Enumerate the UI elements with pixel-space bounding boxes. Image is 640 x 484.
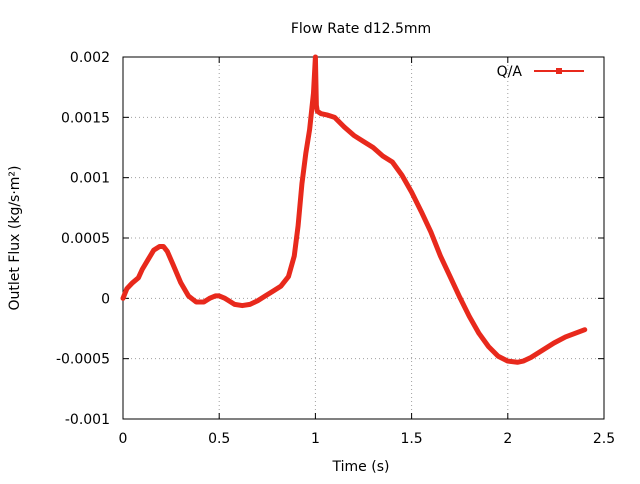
data-point — [178, 280, 183, 285]
data-point — [207, 296, 212, 301]
data-point — [371, 145, 376, 150]
data-point — [390, 159, 395, 164]
y-tick-label: -0.0005 — [56, 352, 110, 368]
data-point — [496, 354, 501, 359]
data-point — [194, 299, 199, 304]
data-point — [217, 293, 222, 298]
data-point — [286, 274, 291, 279]
data-point — [292, 254, 297, 259]
data-point — [540, 348, 545, 353]
x-tick-label: 1.5 — [400, 431, 422, 447]
data-point — [271, 289, 276, 294]
y-tick-label: 0.002 — [70, 50, 110, 66]
data-point — [319, 111, 324, 116]
data-point — [399, 173, 404, 178]
data-point — [351, 133, 356, 138]
legend-label-qa: Q/A — [497, 64, 523, 80]
data-point — [124, 286, 129, 291]
data-point — [457, 295, 462, 300]
chart-title: Flow Rate d12.5mm — [291, 21, 431, 37]
data-point — [551, 340, 556, 345]
data-point — [313, 55, 318, 59]
data-point — [476, 331, 481, 336]
x-tick-label: 2 — [503, 431, 512, 447]
data-point — [332, 115, 337, 120]
data-point — [130, 280, 135, 285]
legend: Q/A — [497, 64, 584, 80]
data-point — [380, 153, 385, 158]
y-axis-label: Outlet Flux (kg/s·m²) — [7, 165, 23, 310]
grid-layer — [123, 57, 604, 419]
data-point — [157, 244, 162, 249]
data-point — [311, 91, 316, 96]
data-point — [573, 331, 578, 336]
data-point — [226, 298, 231, 303]
data-point — [448, 274, 453, 279]
data-point — [303, 151, 308, 156]
data-point — [165, 249, 170, 254]
data-point — [505, 359, 510, 364]
data-point — [213, 293, 218, 298]
y-tick-label: 0 — [101, 291, 110, 307]
data-point — [222, 296, 227, 301]
data-point — [486, 344, 491, 349]
y-tick-label: -0.001 — [65, 412, 110, 428]
data-point — [342, 124, 347, 129]
data-point — [409, 190, 414, 195]
data-point — [428, 229, 433, 234]
data-point — [255, 298, 260, 303]
data-point — [361, 139, 366, 144]
data-point — [136, 275, 141, 280]
y-tick-label: 0.001 — [70, 171, 110, 187]
data-point — [146, 257, 151, 262]
tick-layer: 0 0.5 1 1.5 2 2.5 0.002 0.0015 0.001 0.0005 0 -0.00… — [56, 50, 615, 447]
y-tick-label: 0.0005 — [61, 231, 110, 247]
data-point — [299, 181, 304, 186]
data-point — [307, 127, 312, 132]
data-point — [515, 360, 520, 365]
data-point — [121, 296, 125, 301]
data-point — [528, 355, 533, 360]
data-point — [315, 109, 320, 114]
data-point — [232, 302, 237, 307]
data-point — [324, 112, 329, 117]
x-tick-label: 1 — [311, 431, 320, 447]
x-axis-label: Time (s) — [332, 459, 390, 475]
data-point — [582, 327, 587, 332]
x-tick-label: 0 — [119, 431, 128, 447]
data-point — [247, 302, 252, 307]
data-point — [140, 267, 145, 272]
data-point — [263, 293, 268, 298]
data-point — [186, 293, 191, 298]
data-point — [171, 262, 176, 267]
data-point — [314, 103, 319, 108]
x-tick-label: 0.5 — [208, 431, 230, 447]
data-point — [438, 254, 443, 259]
data-point — [151, 248, 156, 253]
data-point — [296, 223, 301, 228]
data-point — [521, 359, 526, 364]
legend-swatch-marker — [556, 68, 562, 74]
data-point — [467, 314, 472, 319]
data-point — [419, 209, 424, 214]
series-line-qa — [120, 54, 588, 365]
x-tick-label: 2.5 — [593, 431, 615, 447]
data-point — [201, 299, 206, 304]
y-tick-label: 0.0015 — [61, 110, 110, 126]
data-point — [563, 334, 568, 339]
data-point — [161, 244, 166, 249]
data-point — [278, 284, 283, 289]
series-layer — [120, 54, 588, 365]
data-point — [240, 303, 245, 308]
